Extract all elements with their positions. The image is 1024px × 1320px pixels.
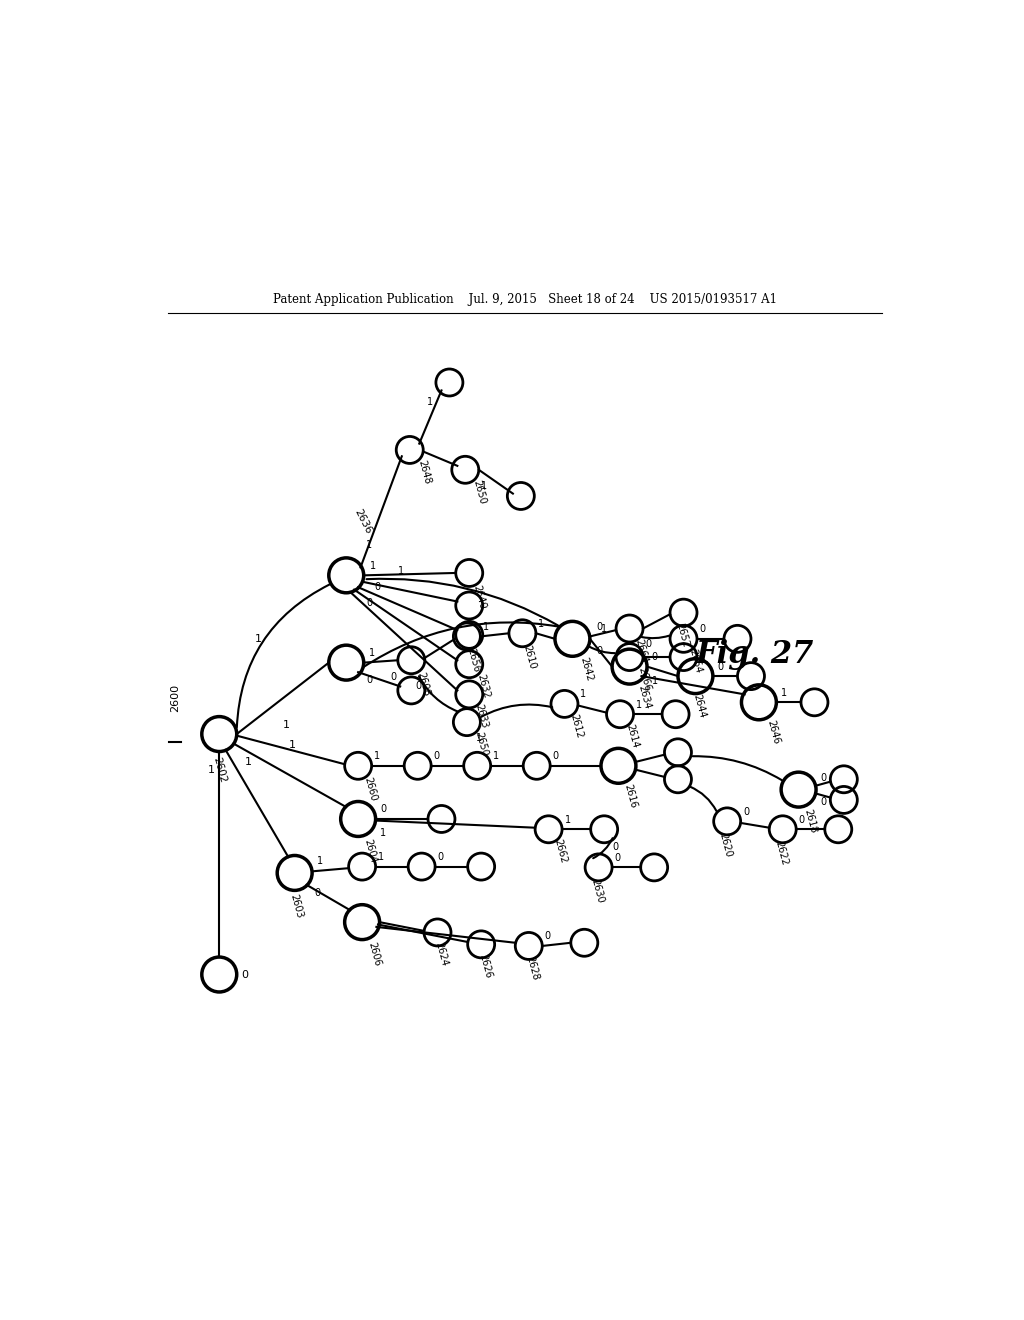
Text: 2636: 2636 — [352, 507, 374, 536]
Text: 2650: 2650 — [473, 731, 489, 758]
Text: 2614: 2614 — [624, 723, 640, 750]
Text: 0: 0 — [612, 842, 618, 851]
Text: 2606: 2606 — [367, 941, 382, 968]
Text: 2666: 2666 — [636, 667, 652, 693]
Text: 2610: 2610 — [521, 644, 537, 671]
Text: 2618: 2618 — [803, 808, 818, 834]
Text: 0: 0 — [652, 652, 657, 663]
Text: 1: 1 — [370, 561, 376, 570]
Text: 1: 1 — [636, 700, 642, 710]
Text: 0: 0 — [596, 645, 602, 656]
Text: 2604: 2604 — [362, 837, 378, 863]
Text: 0: 0 — [699, 624, 706, 635]
Text: Patent Application Publication    Jul. 9, 2015   Sheet 18 of 24    US 2015/01935: Patent Application Publication Jul. 9, 2… — [272, 293, 777, 306]
Text: 2646: 2646 — [765, 719, 781, 746]
Text: 0: 0 — [374, 582, 380, 593]
Text: 2624: 2624 — [433, 941, 450, 968]
Text: 2634: 2634 — [636, 684, 652, 710]
Text: 2650: 2650 — [472, 479, 487, 506]
Text: 2632: 2632 — [475, 673, 492, 700]
Text: 1: 1 — [652, 676, 657, 686]
Text: 2664: 2664 — [634, 638, 649, 664]
Text: 1: 1 — [564, 814, 570, 825]
Text: 0: 0 — [718, 661, 724, 672]
Text: 1: 1 — [380, 828, 386, 838]
Text: 2602: 2602 — [211, 756, 227, 784]
Text: 2626: 2626 — [477, 953, 494, 979]
Text: 1: 1 — [601, 624, 607, 635]
Text: 1: 1 — [494, 751, 499, 762]
Text: 2644: 2644 — [691, 693, 708, 719]
Text: 0: 0 — [799, 814, 805, 825]
Text: 1: 1 — [369, 648, 375, 659]
Text: 0: 0 — [645, 639, 651, 649]
Text: 0: 0 — [821, 796, 827, 807]
Text: 0: 0 — [821, 772, 827, 783]
Text: 0: 0 — [596, 622, 602, 632]
Text: 2628: 2628 — [524, 954, 541, 981]
Text: 1: 1 — [374, 751, 380, 762]
Text: 2633: 2633 — [473, 704, 489, 730]
Text: 2600: 2600 — [171, 684, 180, 713]
Text: 0: 0 — [367, 675, 372, 685]
Text: 2612: 2612 — [568, 713, 585, 739]
Text: 0: 0 — [614, 853, 621, 863]
Text: 1: 1 — [283, 719, 290, 730]
Text: 2648: 2648 — [416, 459, 432, 486]
Text: 0: 0 — [367, 598, 372, 609]
Text: 2622: 2622 — [773, 840, 790, 866]
Text: 0: 0 — [545, 932, 551, 941]
Text: 0: 0 — [390, 672, 396, 682]
Text: 0: 0 — [553, 751, 559, 762]
Text: 1: 1 — [539, 619, 545, 628]
Text: 0: 0 — [416, 681, 422, 690]
Text: 2620: 2620 — [718, 832, 734, 858]
Text: Fig. 27: Fig. 27 — [695, 639, 814, 671]
Text: 1: 1 — [581, 689, 587, 700]
Text: 2642: 2642 — [579, 656, 595, 682]
Text: 1: 1 — [207, 764, 214, 775]
Text: 2656: 2656 — [465, 647, 481, 673]
Text: 1: 1 — [481, 480, 487, 491]
Text: 1: 1 — [378, 853, 384, 862]
Text: 1: 1 — [245, 756, 252, 767]
Text: 0: 0 — [433, 751, 439, 762]
Text: 1: 1 — [781, 688, 787, 698]
Text: 2654: 2654 — [687, 648, 703, 675]
Text: 0: 0 — [242, 969, 249, 979]
Text: 0: 0 — [314, 888, 321, 898]
Text: 1: 1 — [476, 733, 482, 743]
Text: 0: 0 — [743, 807, 750, 817]
Text: 2652: 2652 — [674, 622, 690, 648]
Text: 2608: 2608 — [416, 671, 431, 697]
Text: 1: 1 — [367, 540, 372, 550]
Text: 2640: 2640 — [472, 583, 487, 610]
Text: 1: 1 — [427, 397, 433, 408]
Text: 2603: 2603 — [289, 894, 304, 920]
Text: 0: 0 — [437, 853, 443, 862]
Text: 2660: 2660 — [362, 776, 378, 803]
Text: 2630: 2630 — [589, 878, 605, 904]
Text: 2616: 2616 — [623, 783, 638, 809]
Text: 1: 1 — [316, 857, 323, 866]
Text: 1: 1 — [255, 634, 262, 644]
Text: 2662: 2662 — [553, 838, 568, 865]
Text: 1: 1 — [397, 566, 403, 577]
Text: 1: 1 — [482, 622, 488, 632]
Text: 1: 1 — [289, 741, 296, 750]
Text: 0: 0 — [380, 804, 386, 814]
